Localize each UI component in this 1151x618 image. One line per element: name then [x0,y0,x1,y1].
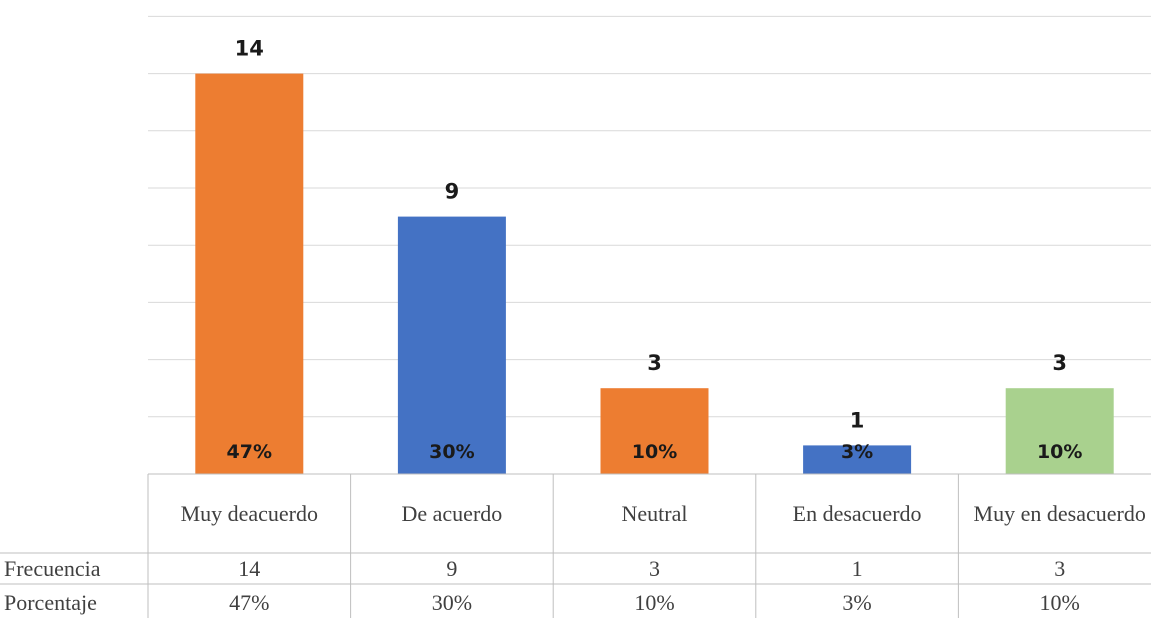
table-cell: 30% [432,590,472,615]
percent-label: 10% [632,441,677,463]
bars [195,73,1114,474]
percent-label: 30% [429,441,474,463]
bar [600,388,709,474]
value-label: 9 [445,180,460,204]
table-cell: 3 [649,556,660,581]
table-cell: 47% [229,590,269,615]
table-cell: 10% [1040,590,1080,615]
category-label: En desacuerdo [793,501,922,526]
table-cell: 3 [1054,556,1065,581]
percent-label: 10% [1037,441,1082,463]
data-table: Muy deacuerdo De acuerdo Neutral En desacue… [0,473,1151,618]
percent-label: 3% [841,441,873,463]
table-cell: 9 [446,556,457,581]
gridlines [148,15,1151,418]
bar [195,73,304,474]
table-row-label: Porcentaje [4,590,97,615]
category-label: Muy deacuerdo [181,501,318,526]
table-cell: 14 [238,556,260,581]
table-row-label: Frecuencia [4,556,101,581]
value-label: 14 [235,37,264,61]
percent-label: 47% [227,441,272,463]
value-labels: 14 9 3 1 3 [235,37,1067,433]
value-label: 1 [850,408,865,432]
category-label: De acuerdo [402,501,503,526]
bar [1005,388,1114,474]
table-cell: 3% [842,590,871,615]
bar [803,445,912,474]
category-label: Neutral [622,501,688,526]
table-cell: 10% [634,590,674,615]
percent-labels: 47% 30% 10% 3% 10% [227,441,1083,463]
value-label: 3 [647,351,662,375]
category-label: Muy en desacuerdo [974,501,1146,526]
table-cell: 1 [852,556,863,581]
value-label: 3 [1052,351,1067,375]
bar [397,216,506,474]
